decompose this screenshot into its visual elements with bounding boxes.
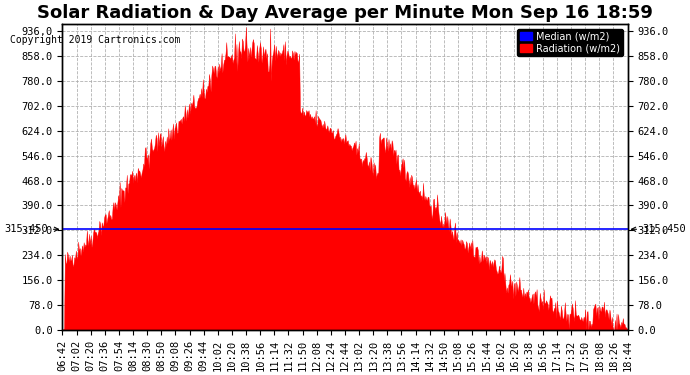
Text: 315.450: 315.450 (631, 224, 686, 234)
Text: 315.450: 315.450 (4, 224, 59, 234)
Text: Copyright 2019 Cartronics.com: Copyright 2019 Cartronics.com (10, 35, 181, 45)
Legend: Median (w/m2), Radiation (w/m2): Median (w/m2), Radiation (w/m2) (518, 28, 622, 56)
Title: Solar Radiation & Day Average per Minute Mon Sep 16 18:59: Solar Radiation & Day Average per Minute… (37, 4, 653, 22)
